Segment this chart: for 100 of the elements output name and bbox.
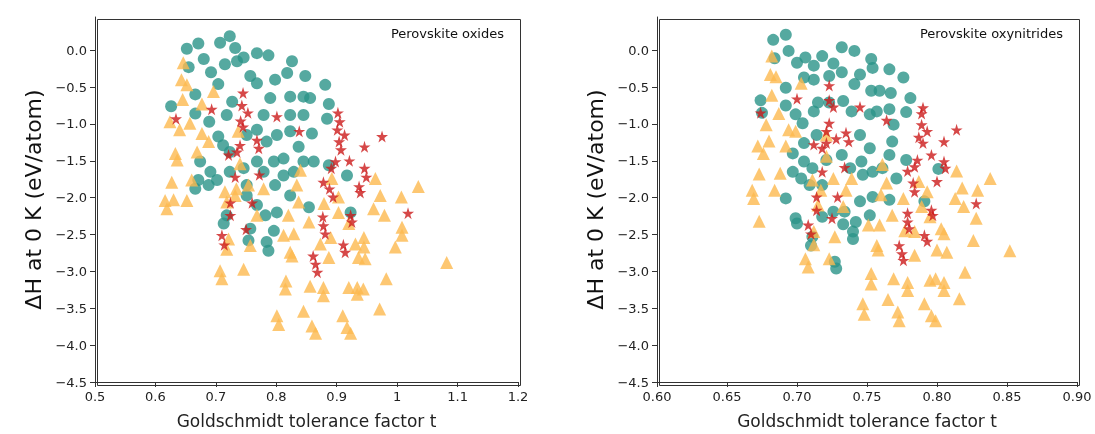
y-tick-label: −3.5: [617, 300, 649, 316]
point: [893, 239, 906, 252]
point: [816, 165, 829, 178]
point: [903, 222, 915, 235]
point: [912, 131, 925, 144]
point: [252, 142, 265, 155]
point: [253, 168, 266, 181]
x-tick-label: 0.75: [852, 389, 882, 404]
point: [970, 197, 983, 210]
point: [908, 160, 921, 173]
point: [807, 138, 820, 151]
point: [343, 154, 356, 167]
x-tick-label: 1: [393, 389, 402, 404]
y-tick-label: −4.5: [617, 374, 649, 390]
point: [823, 79, 836, 92]
point: [939, 162, 952, 175]
point: [339, 246, 352, 259]
x-tick-label: 0.90: [1062, 389, 1092, 404]
point: [915, 118, 928, 131]
point: [331, 123, 344, 136]
x-tick-label: 0.8: [265, 389, 287, 404]
point: [241, 106, 254, 119]
point: [237, 86, 250, 99]
point: [915, 107, 928, 120]
y-tick-label: −2.5: [55, 227, 87, 243]
point: [319, 227, 332, 240]
point: [360, 171, 373, 184]
y-tick-label: −0.5: [617, 79, 649, 95]
annotation: Perovskite oxides: [390, 26, 505, 41]
y-tick-label: 0.0: [628, 42, 649, 58]
point: [840, 126, 852, 139]
x-axis-title: Goldschmidt tolerance factor t: [737, 410, 998, 431]
point: [317, 219, 330, 232]
point: [293, 125, 306, 138]
x-tick-label: 0.85: [992, 389, 1022, 404]
point: [337, 238, 350, 251]
x-tick-label: 0.60: [642, 389, 672, 404]
y-axis-title: ΔH at 0 K (eV/atom): [583, 89, 609, 310]
y-axis-title: ΔH at 0 K (eV/atom): [21, 89, 47, 310]
y-tick-label: −4.0: [617, 337, 649, 353]
x-tick-label: 0.9: [326, 389, 348, 404]
point: [842, 135, 855, 148]
y-tick-label: −4.0: [55, 337, 87, 353]
y-tick-label: −2.0: [617, 190, 649, 206]
x-tick-label: 1.2: [507, 389, 529, 404]
x-tick-label: 0.80: [922, 389, 952, 404]
point: [897, 254, 910, 267]
point: [950, 123, 963, 136]
point: [931, 175, 943, 188]
y-tick-label: −1.0: [617, 116, 649, 132]
point: [816, 142, 829, 155]
point: [376, 130, 389, 143]
y-tick-label: −3.5: [55, 300, 87, 316]
point: [925, 148, 938, 161]
point: [830, 132, 843, 145]
point: [826, 212, 838, 225]
point: [901, 207, 914, 220]
y-tick-label: −1.5: [55, 153, 87, 169]
point: [334, 143, 347, 156]
point: [215, 229, 228, 242]
point: [938, 135, 950, 148]
y-tick-label: −0.5: [55, 79, 87, 95]
point: [218, 238, 231, 251]
point: [901, 165, 914, 178]
point: [316, 210, 329, 223]
point: [921, 235, 934, 248]
y-tick-label: −3.0: [617, 263, 649, 279]
point: [234, 139, 247, 152]
x-tick-label: 0.6: [145, 389, 166, 404]
point: [229, 171, 242, 184]
y-tick-label: 0.0: [66, 42, 87, 58]
x-tick-label: 0.7: [205, 389, 227, 404]
point: [224, 209, 237, 222]
point: [317, 176, 330, 189]
y-tick-label: −1.5: [617, 153, 649, 169]
point: [246, 196, 259, 209]
point: [169, 112, 182, 125]
x-tick-label: 0.5: [84, 389, 106, 404]
y-tick-label: −1.0: [55, 116, 87, 132]
y-tick-label: −4.5: [55, 374, 87, 390]
point: [402, 207, 415, 220]
point: [235, 99, 248, 112]
point: [358, 162, 371, 175]
point: [323, 182, 336, 195]
point: [791, 92, 803, 105]
x-tick-label: 0.70: [782, 389, 812, 404]
y-tick-label: −2.5: [617, 227, 649, 243]
y-tick-label: −2.0: [55, 190, 87, 206]
point: [838, 161, 851, 174]
point: [820, 125, 833, 138]
point: [333, 135, 346, 148]
point: [338, 128, 351, 141]
point: [224, 196, 237, 209]
point: [329, 155, 342, 168]
point: [311, 266, 324, 279]
x-tick-label: 1.1: [447, 389, 468, 404]
point: [823, 117, 836, 130]
point: [333, 115, 346, 128]
x-tick-label: 0.65: [712, 389, 742, 404]
point: [237, 120, 250, 133]
